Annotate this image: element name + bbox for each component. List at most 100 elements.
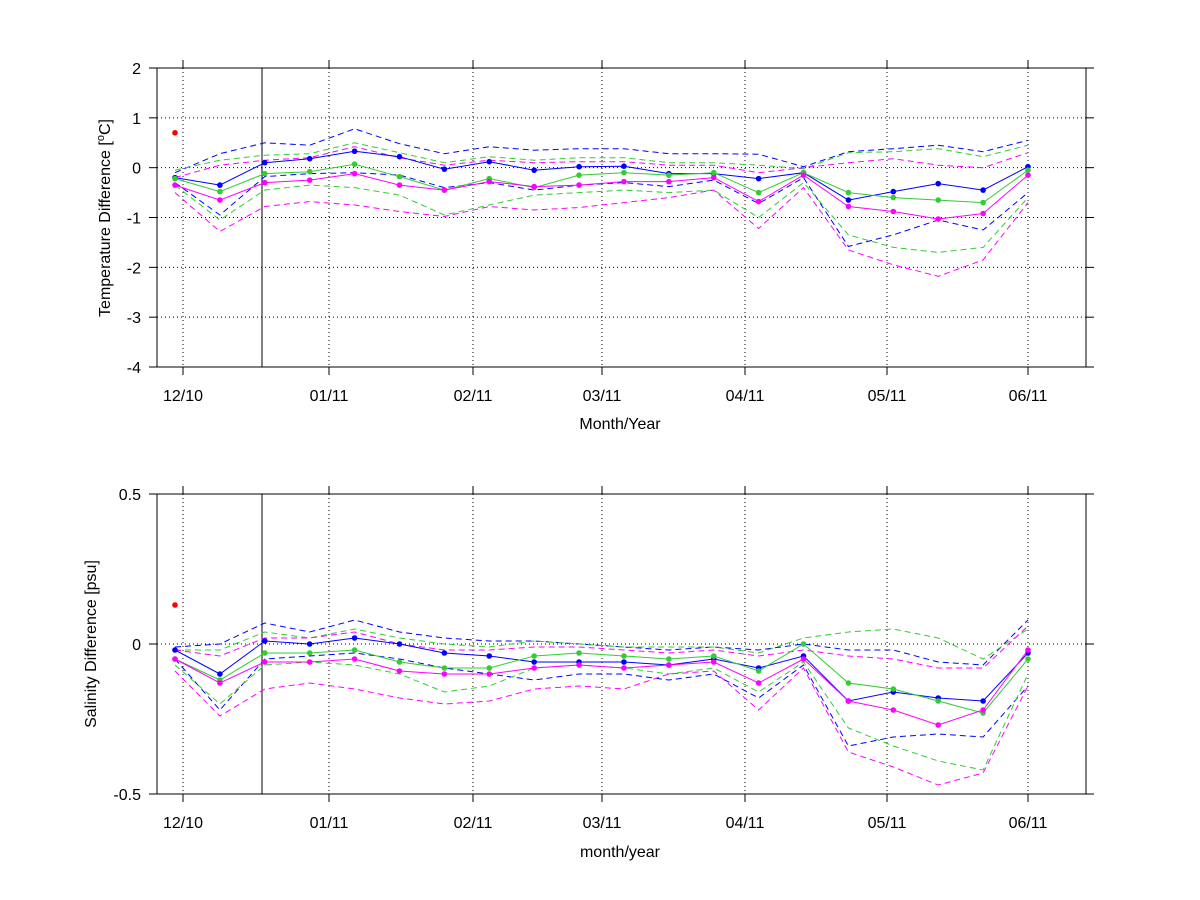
x-tick-label: 06/11 [1009, 388, 1048, 405]
series-line [174, 150, 1029, 201]
data-point [845, 189, 852, 196]
data-point [666, 656, 672, 662]
data-point [845, 197, 852, 203]
outlier-point [172, 602, 178, 608]
data-point [217, 671, 223, 677]
data-point [172, 175, 178, 182]
data-point [306, 641, 313, 647]
data-point [486, 653, 493, 659]
data-point [666, 178, 672, 185]
series-line [174, 643, 1029, 714]
x-tick-label: 02/11 [454, 815, 493, 832]
data-point [935, 216, 942, 222]
data-point [261, 638, 268, 644]
x-tick-label: 01/11 [310, 815, 349, 832]
data-point [351, 148, 358, 155]
data-point [666, 662, 672, 668]
x-tick-label: 01/11 [310, 388, 349, 405]
data-point [531, 183, 537, 190]
data-point [800, 172, 807, 178]
x-tick-label: 05/11 [868, 815, 907, 832]
data-point [980, 698, 986, 704]
data-point [621, 653, 627, 659]
x-tick-label: 02/11 [454, 388, 493, 405]
data-point [217, 188, 223, 195]
series-line [174, 637, 1029, 702]
x-tick-label: 04/11 [726, 388, 765, 405]
data-point [1025, 656, 1031, 662]
data-point [306, 177, 313, 183]
series-bound-line [174, 181, 1029, 253]
data-point [486, 178, 493, 185]
data-point [351, 161, 358, 167]
y-tick-label: -2 [127, 260, 141, 277]
y-tick-label: -1 [127, 211, 141, 228]
data-point [755, 198, 762, 205]
data-point [800, 656, 807, 662]
x-tick-label: 03/11 [583, 388, 622, 405]
data-point [351, 635, 358, 641]
series-bound-line [174, 186, 1029, 277]
data-point [351, 656, 358, 662]
data-point [531, 167, 537, 173]
data-point [1025, 172, 1031, 178]
data-point [172, 647, 178, 653]
data-point [890, 707, 897, 713]
data-point [351, 170, 358, 177]
x-axis-label: Month/Year [579, 416, 661, 433]
temperature-difference-chart: -4 -3 -2 -1 0 1 2 12/10 01/11 02/11 03/11 04/11 05/… [95, 60, 1094, 433]
data-point [217, 197, 223, 203]
data-point [710, 174, 717, 181]
y-tick-label: 2 [132, 61, 141, 78]
series-line [174, 163, 1029, 204]
data-point [800, 641, 807, 647]
x-tick-label: 03/11 [583, 815, 622, 832]
series-bound-line [175, 628, 1029, 660]
y-tick-label: 0 [132, 637, 141, 654]
series-line [174, 649, 1029, 726]
data-point [396, 641, 403, 647]
data-point [845, 680, 852, 686]
data-point [261, 159, 268, 166]
series-line [174, 173, 1029, 220]
data-point [621, 163, 627, 169]
data-point [261, 650, 268, 656]
data-point [935, 722, 942, 728]
data-point [441, 187, 448, 193]
data-point [980, 707, 986, 713]
data-point [396, 173, 403, 180]
data-point [261, 659, 268, 665]
data-point [172, 182, 178, 188]
y-tick-label: -3 [127, 310, 141, 327]
y-axis-label: Salinity Difference [psu] [83, 560, 100, 728]
data-point [890, 188, 897, 195]
data-point [531, 659, 537, 665]
data-point [621, 178, 627, 185]
data-point [441, 665, 448, 671]
data-point [845, 203, 852, 210]
salinity-difference-chart: -0.5 0 0.5 12/10 01/11 02/11 03/11 04/11 05/11 0… [83, 486, 1094, 861]
data-point [441, 671, 448, 677]
data-point [980, 199, 986, 206]
data-point [576, 172, 582, 178]
data-point [710, 169, 717, 176]
data-point [621, 169, 627, 176]
data-point [396, 182, 403, 188]
data-point [261, 170, 268, 177]
data-point [576, 662, 582, 668]
outlier-point [172, 129, 178, 136]
data-point [890, 208, 897, 215]
data-point [306, 650, 313, 656]
data-point [845, 698, 852, 704]
data-point [935, 698, 942, 704]
data-point [935, 197, 942, 203]
data-point [890, 194, 897, 201]
data-point [531, 665, 537, 671]
data-point [935, 180, 942, 187]
y-tick-label: -0.5 [113, 787, 141, 804]
data-point [755, 175, 762, 182]
series-bound-line [174, 625, 1029, 669]
data-point [1025, 647, 1031, 653]
data-point [890, 686, 897, 692]
x-tick-label: 06/11 [1009, 815, 1048, 832]
